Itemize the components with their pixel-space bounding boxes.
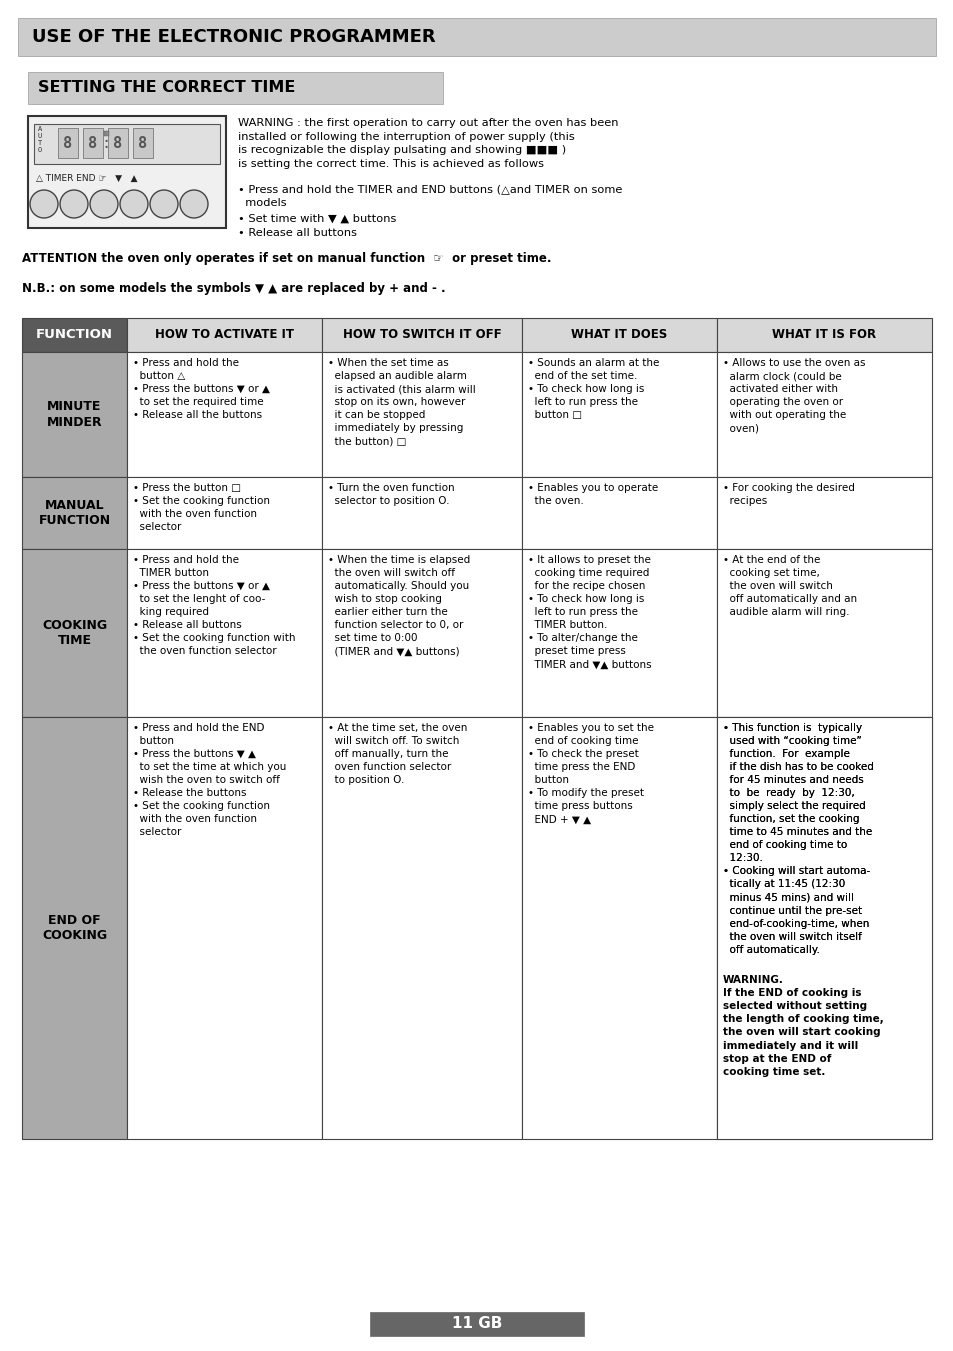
Bar [717,477,931,549]
Bar [322,717,521,1139]
Text: SETTING THE CORRECT TIME: SETTING THE CORRECT TIME [38,81,295,96]
Circle shape [30,190,58,218]
Circle shape [60,190,88,218]
Text: 8: 8 [138,135,148,150]
Bar [28,116,226,228]
Bar [83,128,103,158]
Text: WARNING.
If the END of cooking is
selected without setting
the length of cooking: WARNING. If the END of cooking is select… [722,975,882,1077]
Bar [322,549,521,717]
Bar [521,549,717,717]
Text: 8: 8 [63,135,72,150]
Text: • Sounds an alarm at the
  end of the set time.
• To check how long is
  left to: • Sounds an alarm at the end of the set … [527,358,659,420]
Bar [58,128,78,158]
Text: MINUTE
MINDER: MINUTE MINDER [47,400,102,428]
Bar [22,717,127,1139]
Text: ATTENTION the oven only operates if set on manual function  ☞  or preset time.: ATTENTION the oven only operates if set … [22,253,551,265]
Bar [34,124,220,163]
Bar [127,317,322,353]
Text: • Press the button □
• Set the cooking function
  with the oven function
  selec: • Press the button □ • Set the cooking f… [132,484,270,532]
Text: USE OF THE ELECTRONIC PROGRAMMER: USE OF THE ELECTRONIC PROGRAMMER [32,28,436,46]
Text: WHAT IT IS FOR: WHAT IT IS FOR [772,328,876,342]
Bar [127,477,322,549]
Text: • Press and hold the TIMER and END buttons (△and TIMER on some
  models: • Press and hold the TIMER and END butto… [237,184,621,208]
Text: COOKING
TIME: COOKING TIME [42,619,107,647]
Bar [108,128,128,158]
Text: • Press and hold the END
  button
• Press the buttons ▼ ▲
  to set the time at w: • Press and hold the END button • Press … [132,723,286,838]
Text: • It allows to preset the
  cooking time required
  for the recipe chosen
• To c: • It allows to preset the cooking time r… [527,555,651,669]
Bar [22,549,127,717]
Text: HOW TO ACTIVATE IT: HOW TO ACTIVATE IT [154,328,294,342]
Text: • Press and hold the
  TIMER button
• Press the buttons ▼ or ▲
  to set the leng: • Press and hold the TIMER button • Pres… [132,555,295,657]
Bar [22,317,127,353]
Bar [717,717,931,1139]
Text: • At the time set, the oven
  will switch off. To switch
  off manually, turn th: • At the time set, the oven will switch … [328,723,467,785]
Circle shape [150,190,178,218]
Text: HOW TO SWITCH IT OFF: HOW TO SWITCH IT OFF [342,328,500,342]
Text: • Set time with ▼ ▲ buttons: • Set time with ▼ ▲ buttons [237,213,395,224]
Bar [28,72,442,104]
Text: 8: 8 [89,135,97,150]
Bar [322,477,521,549]
Bar [18,18,935,55]
Text: END OF
COOKING: END OF COOKING [42,915,107,942]
Bar [717,353,931,477]
Bar [132,128,152,158]
Text: 8: 8 [113,135,122,150]
Text: • Release all buttons: • Release all buttons [237,228,356,238]
Bar [22,353,127,477]
Text: • Enables you to set the
  end of cooking time
• To check the preset
  time pres: • Enables you to set the end of cooking … [527,723,654,824]
Bar [717,717,931,1139]
Text: • Turn the oven function
  selector to position O.: • Turn the oven function selector to pos… [328,484,455,507]
Text: • Allows to use the oven as
  alarm clock (could be
  activated either with
  op: • Allows to use the oven as alarm clock … [722,358,864,434]
Text: • This function is  typically
  used with “cooking time”
  function.  For  examp: • This function is typically used with “… [722,723,873,955]
Bar [521,353,717,477]
Text: WARNING : the first operation to carry out after the oven has been
installed or : WARNING : the first operation to carry o… [237,118,618,169]
Bar [127,549,322,717]
Text: △ TIMER END ☞   ▼   ▲: △ TIMER END ☞ ▼ ▲ [36,174,137,182]
Circle shape [90,190,118,218]
Text: • This function is  typically
  used with “cooking time”
  function.  For  examp: • This function is typically used with “… [722,723,873,955]
Bar [22,477,127,549]
Text: N.B.: on some models the symbols ▼ ▲ are replaced by + and - .: N.B.: on some models the symbols ▼ ▲ are… [22,282,445,295]
Circle shape [120,190,148,218]
Text: • When the time is elapsed
  the oven will switch off
  automatically. Should yo: • When the time is elapsed the oven will… [328,555,470,657]
Bar [322,353,521,477]
Text: A
U
T
O: A U T O [38,126,42,153]
Bar [370,1312,583,1336]
Bar [104,131,109,136]
Text: • Press and hold the
  button △
• Press the buttons ▼ or ▲
  to set the required: • Press and hold the button △ • Press th… [132,358,270,420]
Bar [521,317,717,353]
Text: FUNCTION: FUNCTION [36,328,112,342]
Bar [717,549,931,717]
Bar [127,353,322,477]
Bar [717,317,931,353]
Text: MANUAL
FUNCTION: MANUAL FUNCTION [38,499,111,527]
Text: • At the end of the
  cooking set time,
  the oven will switch
  off automatical: • At the end of the cooking set time, th… [722,555,856,617]
Bar [127,717,322,1139]
Text: • When the set time as
  elapsed an audible alarm
  is activated (this alarm wil: • When the set time as elapsed an audibl… [328,358,476,446]
Text: • For cooking the desired
  recipes: • For cooking the desired recipes [722,484,854,507]
Bar [322,317,521,353]
Text: • Enables you to operate
  the oven.: • Enables you to operate the oven. [527,484,658,507]
Bar [521,717,717,1139]
Text: WHAT IT DOES: WHAT IT DOES [571,328,667,342]
Text: :: : [101,135,111,150]
Text: 11 GB: 11 GB [452,1316,501,1332]
Circle shape [180,190,208,218]
Bar [521,477,717,549]
